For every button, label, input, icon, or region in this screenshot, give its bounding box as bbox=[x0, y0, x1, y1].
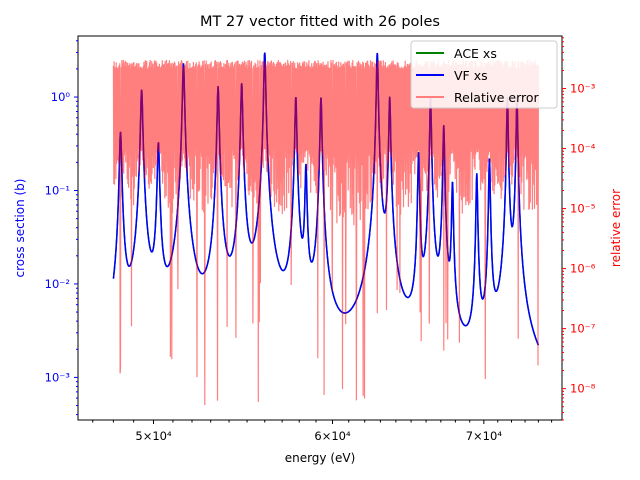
axes-ticks: 5×10⁴ 6×10⁴ 7×10⁴ 10⁻³ 10⁻² 10⁻¹ 10⁰ 10⁻⁸ 10⁻⁷ 10… bbox=[45, 37, 596, 443]
y-axis-left-label: cross section (b) bbox=[13, 179, 27, 278]
y-right-tick-label: 10⁻⁸ bbox=[570, 382, 596, 396]
x-tick-label: 6×10⁴ bbox=[314, 429, 351, 443]
y-right-tick-label: 10⁻⁶ bbox=[570, 262, 596, 276]
y-left-tick-label: 10⁰ bbox=[51, 90, 71, 104]
y-right-tick-label: 10⁻⁷ bbox=[570, 322, 596, 336]
y-axis-right-label: relative error bbox=[609, 189, 623, 267]
y-left-tick-label: 10⁻³ bbox=[45, 370, 71, 384]
y-right-tick-label: 10⁻⁵ bbox=[570, 202, 596, 216]
legend-label-relerr: Relative error bbox=[454, 90, 540, 105]
y-right-tick-label: 10⁻⁴ bbox=[570, 142, 596, 156]
y-right-tick-label: 10⁻³ bbox=[570, 82, 596, 96]
x-tick-label: 5×10⁴ bbox=[135, 429, 172, 443]
y-left-tick-label: 10⁻¹ bbox=[45, 183, 70, 197]
legend: ACE xs VF xs Relative error bbox=[410, 40, 558, 109]
legend-box bbox=[410, 40, 558, 109]
y-left-tick-label: 10⁻² bbox=[45, 277, 70, 291]
legend-label-vf: VF xs bbox=[454, 68, 488, 83]
x-axis-label: energy (eV) bbox=[285, 451, 356, 465]
x-tick-label: 7×10⁴ bbox=[466, 429, 503, 443]
legend-label-ace: ACE xs bbox=[454, 46, 497, 61]
chart-title: MT 27 vector fitted with 26 poles bbox=[200, 14, 440, 30]
